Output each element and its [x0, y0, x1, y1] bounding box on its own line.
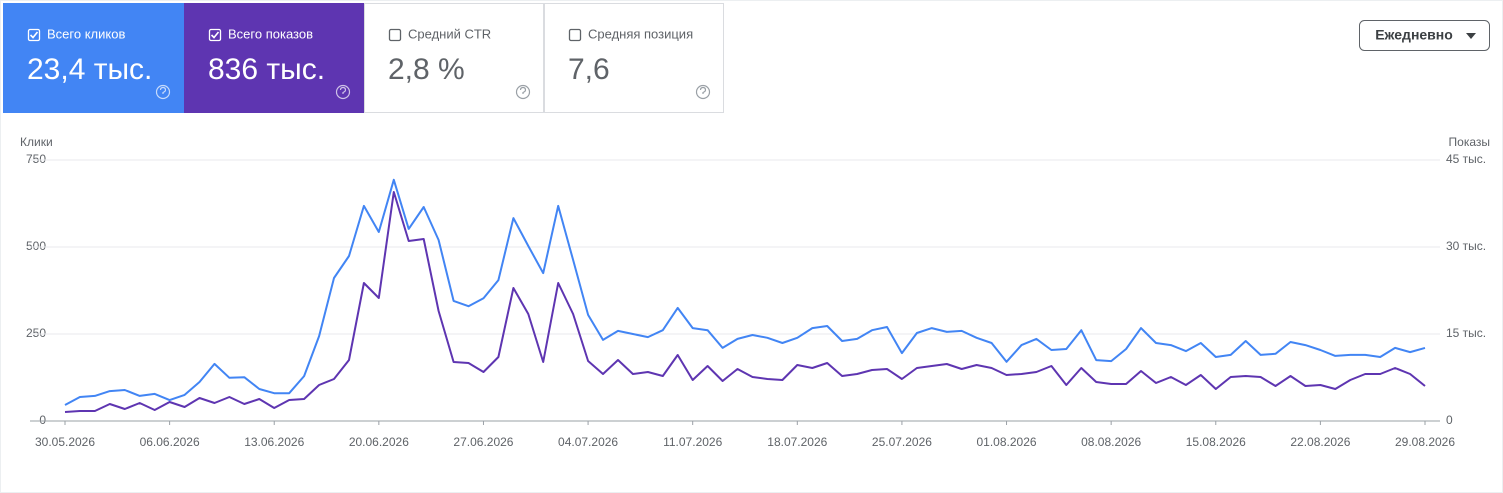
series-line	[64, 191, 1426, 413]
help-glyph	[699, 86, 707, 94]
y2-tick-label: 0	[1446, 413, 1453, 427]
metric-value: 7,6	[568, 53, 610, 86]
metric-card[interactable]	[364, 3, 544, 113]
metric-label: Средний CTR	[408, 26, 491, 41]
metric-card[interactable]	[544, 3, 724, 113]
x-tick-label: 04.07.2026	[558, 435, 618, 449]
metric-card[interactable]	[184, 3, 364, 113]
x-tick-label: 27.06.2026	[453, 435, 513, 449]
checkbox-check	[210, 31, 220, 39]
x-tick-label: 13.06.2026	[244, 435, 304, 449]
dropdown-arrow	[1466, 33, 1476, 39]
help-icon[interactable]	[155, 84, 171, 100]
y2-tick-label: 45 тыс.	[1446, 152, 1486, 166]
help-icon[interactable]	[695, 84, 711, 100]
metric-value: 2,8 %	[388, 53, 465, 86]
x-tick-label: 25.07.2026	[872, 435, 932, 449]
help-glyph	[339, 86, 347, 94]
axis-title: Клики	[20, 135, 53, 149]
metric-value: 836 тыс.	[208, 53, 325, 86]
x-tick-label: 30.05.2026	[35, 435, 95, 449]
axis-title: Показы	[1449, 135, 1490, 149]
help-glyph	[519, 86, 527, 94]
x-tick-label: 22.08.2026	[1290, 435, 1350, 449]
metric-checkbox	[208, 28, 222, 42]
period-dropdown[interactable]	[1359, 20, 1490, 51]
metric-checkbox	[388, 28, 402, 42]
x-tick-label: 20.06.2026	[349, 435, 409, 449]
metric-checkbox	[27, 28, 41, 42]
x-tick-label: 29.08.2026	[1395, 435, 1455, 449]
help-icon[interactable]	[515, 84, 531, 100]
x-tick-label: 18.07.2026	[767, 435, 827, 449]
period-label[interactable]: Ежедневно	[1375, 27, 1453, 43]
y-tick-label: 750	[26, 152, 46, 166]
help-icon[interactable]	[335, 84, 351, 100]
metric-label: Всего кликов	[47, 26, 125, 41]
y2-tick-label: 30 тыс.	[1446, 239, 1486, 253]
help-glyph	[159, 86, 167, 94]
y-tick-label: 500	[26, 239, 46, 253]
series-line	[64, 178, 1426, 406]
x-tick-label: 01.08.2026	[977, 435, 1037, 449]
y2-tick-label: 15 тыс.	[1446, 326, 1486, 340]
metric-card[interactable]	[3, 3, 184, 113]
x-tick-label: 08.08.2026	[1081, 435, 1141, 449]
x-tick-label: 11.07.2026	[663, 435, 722, 449]
checkbox-check	[29, 31, 39, 39]
metric-checkbox	[568, 28, 582, 42]
metric-label: Средняя позиция	[588, 26, 693, 41]
metric-label: Всего показов	[228, 26, 313, 41]
y-tick-label: 250	[26, 326, 46, 340]
y-tick-label: 0	[39, 413, 46, 427]
x-tick-label: 06.06.2026	[140, 435, 200, 449]
metric-value: 23,4 тыс.	[27, 53, 152, 86]
x-tick-label: 15.08.2026	[1186, 435, 1246, 449]
